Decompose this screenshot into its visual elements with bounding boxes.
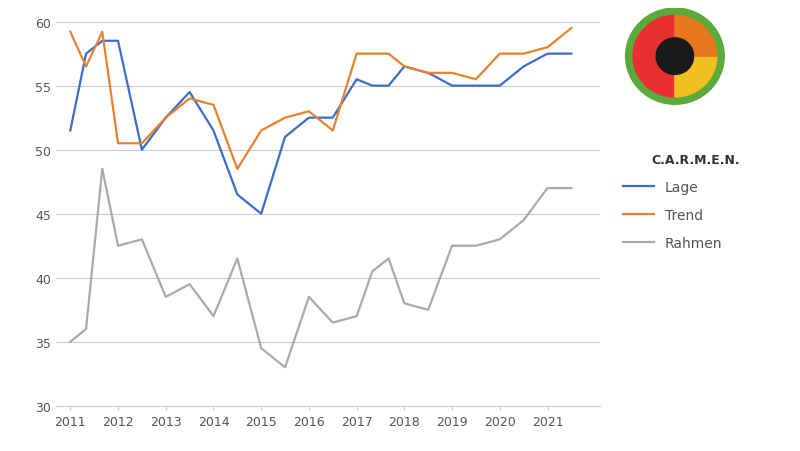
Trend (495, 52, 505, 57)
Rahmen (566, 186, 576, 191)
Circle shape (656, 39, 694, 75)
Rahmen (399, 301, 409, 306)
Rahmen (495, 237, 505, 243)
Rahmen (328, 320, 338, 326)
Lage (304, 115, 314, 121)
Rahmen (256, 345, 266, 351)
Trend (384, 52, 394, 57)
Trend (209, 103, 218, 108)
Lage (352, 78, 362, 83)
Rahmen (66, 339, 75, 345)
Trend (82, 64, 91, 70)
Lage (233, 192, 242, 198)
Rahmen (209, 314, 218, 319)
Trend (304, 109, 314, 115)
Lage (566, 52, 576, 57)
Trend (114, 141, 123, 147)
Legend: Lage, Trend, Rahmen: Lage, Trend, Rahmen (618, 175, 728, 256)
Rahmen (519, 218, 529, 223)
Trend (519, 52, 529, 57)
Lage (495, 84, 505, 89)
Trend (280, 115, 290, 121)
Rahmen (82, 327, 91, 332)
Trend (542, 46, 552, 51)
Lage (82, 52, 91, 57)
Rahmen (542, 186, 552, 191)
Rahmen (98, 167, 107, 172)
Line: Lage: Lage (70, 41, 571, 214)
Wedge shape (633, 16, 675, 98)
Rahmen (367, 269, 377, 274)
Wedge shape (675, 57, 717, 98)
Lage (328, 115, 338, 121)
Lage (256, 212, 266, 217)
Trend (447, 71, 457, 76)
Lage (367, 84, 377, 89)
Trend (471, 78, 481, 83)
Rahmen (384, 256, 394, 262)
Trend (256, 129, 266, 134)
Trend (423, 71, 433, 76)
Trend (98, 30, 107, 36)
Rahmen (423, 308, 433, 313)
Lage (542, 52, 552, 57)
Lage (399, 64, 409, 70)
Lage (423, 71, 433, 76)
Lage (471, 84, 481, 89)
Trend (137, 141, 146, 147)
Lage (384, 84, 394, 89)
Line: Trend: Trend (70, 29, 571, 170)
Rahmen (185, 282, 194, 287)
Lage (185, 90, 194, 96)
Lage (519, 64, 529, 70)
Rahmen (280, 365, 290, 370)
Trend (367, 52, 377, 57)
Lage (98, 39, 107, 44)
Rahmen (471, 244, 481, 249)
Trend (233, 167, 242, 172)
Lage (161, 115, 170, 121)
Trend (161, 115, 170, 121)
Lage (114, 39, 123, 44)
Lage (209, 129, 218, 134)
Rahmen (114, 244, 123, 249)
Lage (280, 135, 290, 140)
Rahmen (447, 244, 457, 249)
Line: Rahmen: Rahmen (70, 170, 571, 368)
Trend (328, 129, 338, 134)
Lage (137, 147, 146, 153)
Trend (399, 64, 409, 70)
Wedge shape (675, 16, 717, 57)
Lage (66, 129, 75, 134)
Trend (566, 26, 576, 32)
Trend (185, 97, 194, 102)
Text: C.A.R.M.E.N.: C.A.R.M.E.N. (652, 153, 740, 166)
Rahmen (304, 295, 314, 300)
Trend (352, 52, 362, 57)
Rahmen (352, 314, 362, 319)
Rahmen (161, 295, 170, 300)
Lage (447, 84, 457, 89)
Trend (66, 30, 75, 36)
Rahmen (233, 256, 242, 262)
Circle shape (626, 9, 724, 105)
Rahmen (137, 237, 146, 243)
